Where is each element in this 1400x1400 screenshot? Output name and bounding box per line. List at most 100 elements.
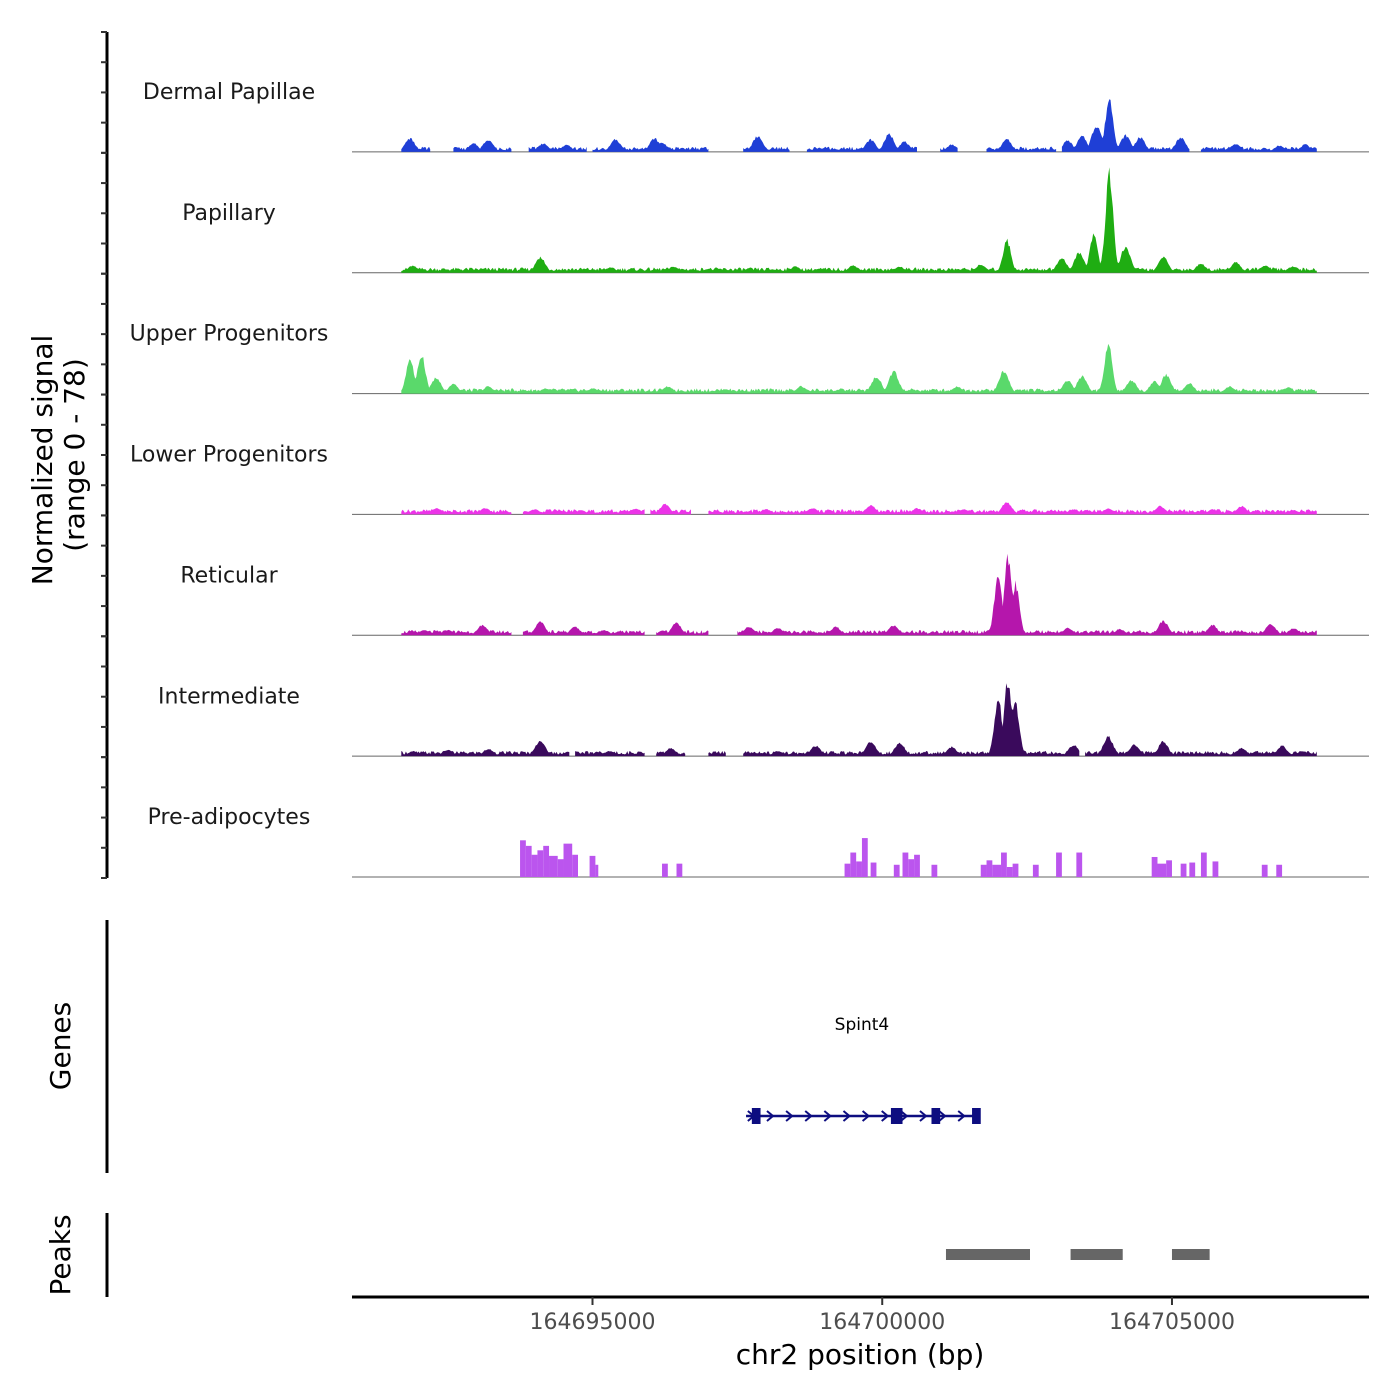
signal-bar — [850, 852, 857, 877]
signal-area — [656, 622, 709, 636]
signal-area — [592, 138, 709, 152]
signal-bar — [1076, 852, 1083, 877]
gene-spint4: Spint4 — [746, 1015, 981, 1124]
track-papillary: Papillary — [182, 167, 1369, 274]
signal-area — [575, 750, 645, 757]
signal-bar — [1056, 852, 1062, 877]
signal-bar — [1157, 863, 1167, 877]
x-tick-label: 164700000 — [819, 1310, 945, 1335]
signal-bar — [543, 845, 550, 877]
signal-area — [401, 508, 512, 515]
signal-bar — [844, 863, 851, 877]
signal-bar — [1212, 861, 1219, 877]
signal-area — [1061, 99, 1190, 152]
track-label: Lower Progenitors — [130, 443, 328, 468]
signal-bar — [531, 854, 538, 877]
signal-bar — [676, 863, 683, 877]
signal-area — [986, 139, 1057, 152]
track-label: Dermal Papillae — [143, 80, 315, 105]
track-label: Reticular — [180, 563, 278, 588]
signal-bar — [1189, 862, 1196, 877]
signal-bar — [1012, 863, 1019, 877]
signal-bar — [931, 864, 938, 877]
signal-area — [401, 624, 512, 636]
signal-bar — [557, 859, 564, 877]
signal-bar — [595, 864, 599, 877]
signal-area — [708, 502, 1317, 515]
x-axis-title: chr2 position (bp) — [736, 1338, 985, 1371]
strand-arrow — [861, 1110, 871, 1122]
strand-arrow — [766, 1110, 775, 1122]
signal-bar — [1006, 866, 1013, 877]
peaks-layer — [945, 1249, 1210, 1260]
coverage-y-axis — [101, 31, 109, 879]
signal-area — [743, 683, 1080, 757]
signal-bar — [1001, 852, 1007, 877]
strand-arrow — [919, 1110, 928, 1122]
strand-arrow — [938, 1110, 947, 1122]
genes-layer: Spint4 — [746, 1015, 981, 1124]
signal-area — [401, 741, 570, 757]
signal-bar — [520, 840, 526, 877]
track-label: Upper Progenitors — [130, 322, 329, 347]
signal-bar — [549, 855, 558, 877]
y-axis-title-line2: (range 0 - 78) — [58, 358, 91, 552]
signal-bar — [914, 854, 920, 877]
signal-bar — [589, 855, 596, 877]
track-pre-adipocytes: Pre-adipocytes — [148, 805, 1369, 878]
signal-bar — [1166, 860, 1172, 877]
signal-area — [401, 137, 431, 152]
gene-exon — [931, 1108, 941, 1124]
strand-arrow — [823, 1110, 832, 1122]
track-label: Papillary — [182, 201, 276, 226]
signal-area — [528, 143, 587, 152]
strand-arrow — [842, 1110, 852, 1122]
signal-bar — [1276, 864, 1283, 877]
signal-bar — [1180, 863, 1187, 877]
track-upper-progenitors: Upper Progenitors — [130, 322, 1369, 395]
signal-area — [656, 748, 686, 757]
strand-arrow — [900, 1110, 909, 1122]
peak-interval — [1070, 1249, 1123, 1260]
signal-bar — [986, 860, 993, 877]
track-intermediate: Intermediate — [158, 683, 1369, 757]
signal-bar — [1032, 864, 1039, 877]
signal-area — [522, 508, 645, 515]
gene-exon — [751, 1108, 761, 1124]
signal-area — [743, 136, 790, 152]
signal-bar — [1261, 864, 1268, 877]
track-label: Intermediate — [158, 684, 300, 709]
signal-bar — [856, 861, 862, 877]
signal-bar — [908, 859, 915, 877]
strand-arrow — [785, 1110, 794, 1122]
peaks-track-title: Peaks — [44, 1214, 77, 1295]
signal-bar — [563, 843, 573, 877]
signal-bar — [980, 864, 987, 877]
signal-bar — [537, 850, 544, 877]
signal-bar — [1200, 852, 1207, 877]
signal-area — [806, 133, 917, 152]
x-axis-ticks: 164695000 164700000 164705000 — [529, 1297, 1235, 1335]
signal-bar — [1151, 856, 1158, 877]
gene-exon — [972, 1108, 981, 1124]
signal-area — [453, 140, 512, 152]
peak-interval — [945, 1249, 1030, 1260]
signal-bar — [662, 863, 668, 877]
signal-bar — [902, 852, 909, 877]
track-label: Pre-adipocytes — [148, 805, 311, 830]
genes-track-title: Genes — [44, 1002, 77, 1090]
peak-interval — [1171, 1249, 1210, 1260]
signal-bar — [992, 864, 1002, 877]
strand-arrow — [804, 1110, 813, 1122]
gene-label: Spint4 — [835, 1015, 890, 1035]
coverage-tracks: Dermal Papillae Papillary Upper Progenitor… — [130, 80, 1369, 878]
signal-bar — [870, 862, 877, 877]
signal-area — [940, 144, 958, 152]
track-reticular: Reticular — [180, 553, 1369, 636]
signal-area — [1085, 736, 1317, 757]
signal-area — [708, 751, 726, 757]
track-lower-progenitors: Lower Progenitors — [130, 443, 1369, 515]
strand-arrow — [881, 1110, 890, 1122]
strand-arrow — [957, 1110, 966, 1122]
